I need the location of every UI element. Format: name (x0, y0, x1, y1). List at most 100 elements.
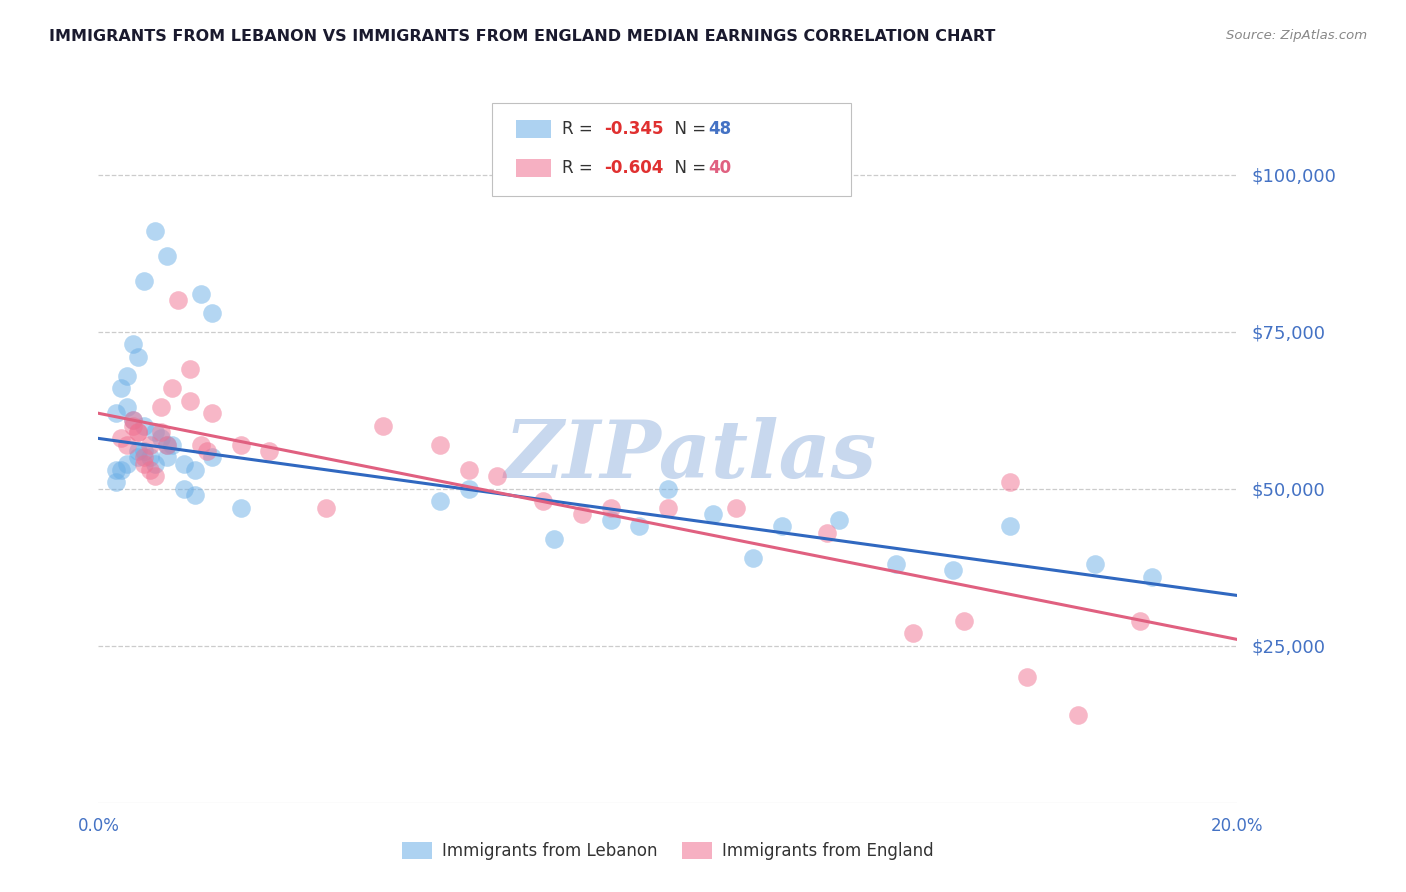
Text: Source: ZipAtlas.com: Source: ZipAtlas.com (1226, 29, 1367, 42)
Point (201, 450, 224, 465)
Point (127, 350, 149, 364)
Text: IMMIGRANTS FROM LEBANON VS IMMIGRANTS FROM ENGLAND MEDIAN EARNINGS CORRELATION C: IMMIGRANTS FROM LEBANON VS IMMIGRANTS FR… (49, 29, 995, 44)
Point (901, 626, 924, 640)
Point (150, 425, 173, 439)
Point (132, 274, 155, 288)
Point (942, 563, 965, 577)
Point (429, 438, 451, 452)
Point (259, 444, 281, 458)
Point (184, 488, 207, 502)
Point (725, 500, 748, 515)
Point (815, 525, 838, 540)
Point (953, 614, 976, 628)
Point (156, 249, 179, 263)
Point (132, 418, 155, 433)
Point (486, 469, 509, 483)
Point (145, 457, 167, 471)
Point (998, 475, 1021, 490)
Point (373, 418, 395, 433)
Legend: Immigrants from Lebanon, Immigrants from England: Immigrants from Lebanon, Immigrants from… (395, 835, 941, 867)
Point (127, 425, 149, 439)
Point (201, 406, 224, 420)
Point (132, 457, 155, 471)
Text: N =: N = (664, 159, 711, 177)
Point (429, 494, 451, 508)
Point (121, 412, 143, 426)
Text: N =: N = (664, 120, 711, 138)
Point (121, 418, 143, 433)
Point (457, 463, 479, 477)
Point (742, 550, 765, 565)
Text: 48: 48 (709, 120, 731, 138)
Point (156, 450, 179, 465)
Point (127, 425, 149, 439)
Point (110, 381, 132, 395)
Point (167, 293, 190, 308)
Point (600, 500, 623, 515)
Point (201, 306, 224, 320)
Point (998, 519, 1021, 533)
Point (110, 431, 132, 445)
Point (138, 463, 160, 477)
Point (600, 513, 623, 527)
Point (657, 482, 679, 496)
Point (162, 381, 184, 395)
Point (1140, 569, 1163, 583)
Point (571, 507, 593, 521)
Point (628, 519, 651, 533)
Point (1129, 614, 1152, 628)
Point (104, 475, 127, 490)
Point (229, 500, 252, 515)
Point (138, 438, 160, 452)
Point (104, 406, 127, 420)
Point (229, 438, 252, 452)
Point (156, 438, 179, 452)
Point (179, 362, 201, 376)
Point (132, 450, 155, 465)
Point (156, 438, 179, 452)
Point (121, 412, 143, 426)
Text: -0.345: -0.345 (605, 120, 664, 138)
Point (127, 450, 149, 465)
Point (190, 286, 212, 301)
Point (150, 400, 173, 414)
Point (1067, 707, 1090, 722)
Point (121, 337, 143, 351)
Text: 40: 40 (709, 159, 731, 177)
Point (104, 463, 127, 477)
Point (184, 463, 207, 477)
Point (657, 500, 679, 515)
Point (145, 469, 167, 483)
Point (702, 507, 724, 521)
Point (1084, 557, 1107, 571)
Point (770, 519, 793, 533)
Point (1015, 670, 1038, 684)
Point (543, 532, 565, 546)
Point (115, 368, 138, 383)
Point (115, 400, 138, 414)
Point (115, 457, 138, 471)
Point (138, 450, 160, 465)
Point (145, 425, 167, 439)
Text: R =: R = (562, 120, 599, 138)
Point (173, 457, 195, 471)
Point (162, 438, 184, 452)
Point (145, 224, 167, 238)
Point (195, 444, 218, 458)
Point (457, 482, 479, 496)
Point (132, 444, 155, 458)
Point (884, 557, 907, 571)
Text: -0.604: -0.604 (605, 159, 664, 177)
Point (179, 393, 201, 408)
Text: ZIPatlas: ZIPatlas (505, 417, 877, 495)
Point (115, 438, 138, 452)
Point (150, 431, 173, 445)
Point (315, 500, 337, 515)
Point (531, 494, 554, 508)
Point (173, 482, 195, 496)
Text: R =: R = (562, 159, 599, 177)
Point (127, 444, 149, 458)
Point (190, 438, 212, 452)
Point (828, 513, 851, 527)
Point (110, 463, 132, 477)
